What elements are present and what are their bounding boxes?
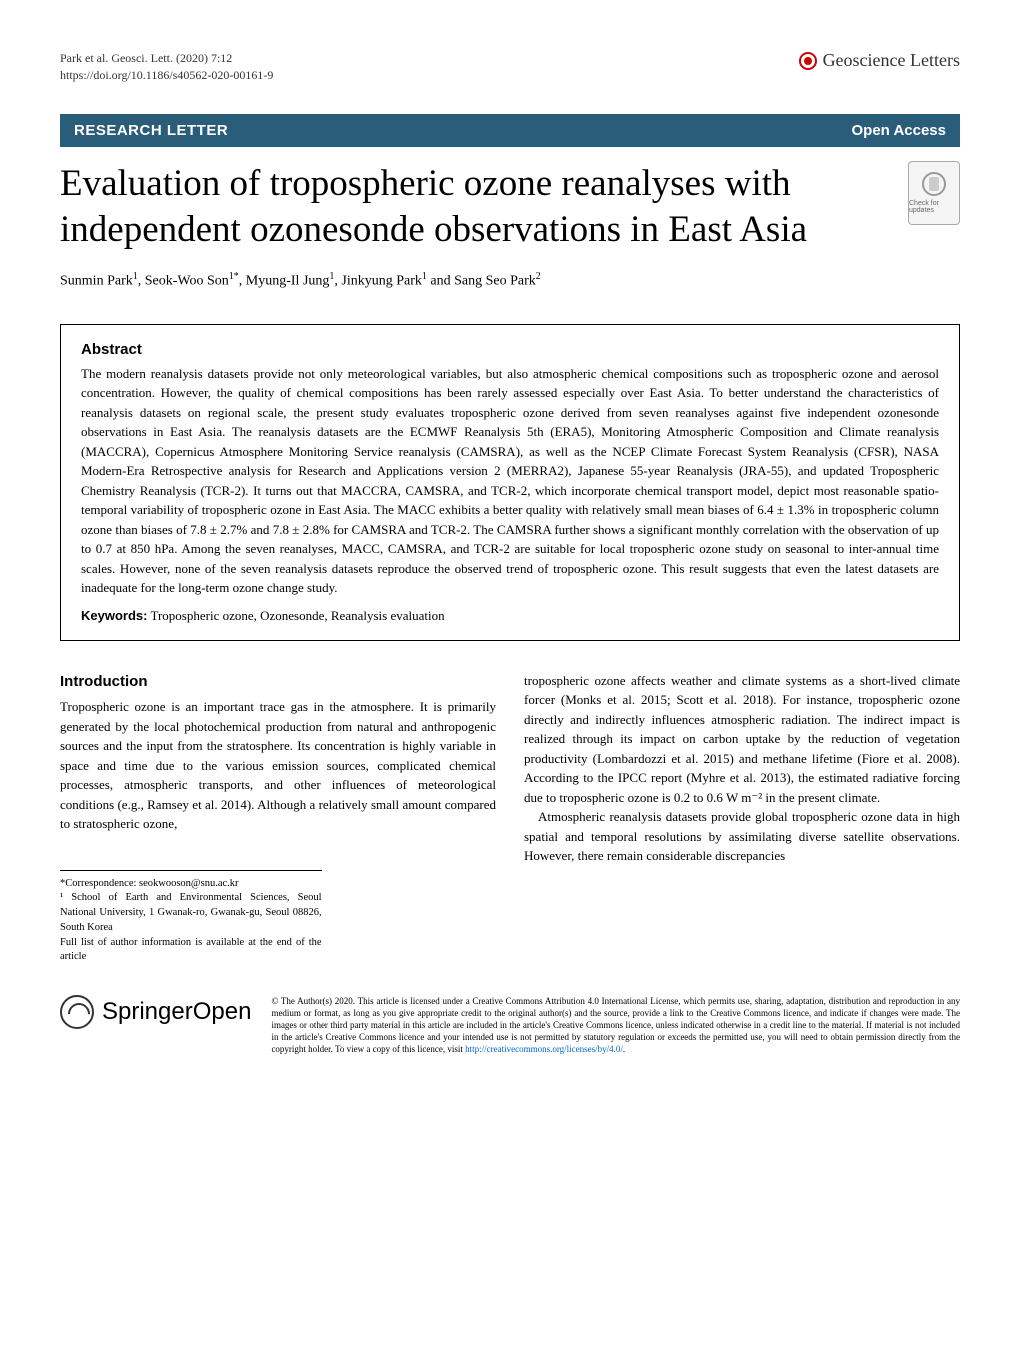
body-columns: Introduction Tropospheric ozone is an im… (60, 671, 960, 965)
footer-row: SpringerOpen © The Author(s) 2020. This … (60, 995, 960, 1056)
fulllist-line: Full list of author information is avail… (60, 936, 322, 965)
right-column: tropospheric ozone affects weather and c… (524, 671, 960, 965)
springer-open-logo: SpringerOpen (60, 995, 251, 1029)
body-paragraph: Atmospheric reanalysis datasets provide … (524, 807, 960, 866)
crossmark-label: Check for updates (909, 200, 959, 214)
journal-brand: Geoscience Letters (799, 50, 960, 71)
crossmark-badge[interactable]: Check for updates (908, 161, 960, 225)
springer-icon (60, 995, 94, 1029)
springer-text: SpringerOpen (102, 998, 251, 1026)
journal-name: Geoscience Letters (823, 50, 960, 71)
abstract-text: The modern reanalysis datasets provide n… (81, 364, 939, 598)
keywords-line: Keywords: Tropospheric ozone, Ozonesonde… (81, 608, 939, 624)
abstract-heading: Abstract (81, 341, 939, 358)
abstract-box: Abstract The modern reanalysis datasets … (60, 324, 960, 641)
body-paragraph: tropospheric ozone affects weather and c… (524, 671, 960, 808)
correspondence-line: *Correspondence: seokwooson@snu.ac.kr (60, 877, 322, 892)
crossmark-icon (922, 172, 946, 196)
page-header: Park et al. Geosci. Lett. (2020) 7:12 ht… (60, 50, 960, 84)
license-text: © The Author(s) 2020. This article is li… (271, 995, 960, 1056)
left-column: Introduction Tropospheric ozone is an im… (60, 671, 496, 965)
body-paragraph: Tropospheric ozone is an important trace… (60, 697, 496, 834)
article-type-label: RESEARCH LETTER (74, 122, 228, 139)
citation-block: Park et al. Geosci. Lett. (2020) 7:12 ht… (60, 50, 273, 84)
license-period: . (623, 1044, 625, 1054)
license-link[interactable]: http://creativecommons.org/licenses/by/4… (465, 1044, 623, 1054)
keywords-label: Keywords: (81, 608, 147, 623)
footnotes-block: *Correspondence: seokwooson@snu.ac.kr ¹ … (60, 870, 322, 965)
citation-line: Park et al. Geosci. Lett. (2020) 7:12 (60, 50, 273, 67)
open-access-label: Open Access (852, 122, 947, 139)
section-header-bar: RESEARCH LETTER Open Access (60, 114, 960, 147)
article-title: Evaluation of tropospheric ozone reanaly… (60, 161, 894, 254)
journal-logo-icon (799, 52, 817, 70)
affiliation-line: ¹ School of Earth and Environmental Scie… (60, 891, 322, 935)
author-list: Sunmin Park1, Seok-Woo Son1*, Myung-Il J… (60, 271, 960, 290)
doi-line: https://doi.org/10.1186/s40562-020-00161… (60, 67, 273, 84)
keywords-text: Tropospheric ozone, Ozonesonde, Reanalys… (147, 608, 444, 623)
introduction-heading: Introduction (60, 671, 496, 694)
